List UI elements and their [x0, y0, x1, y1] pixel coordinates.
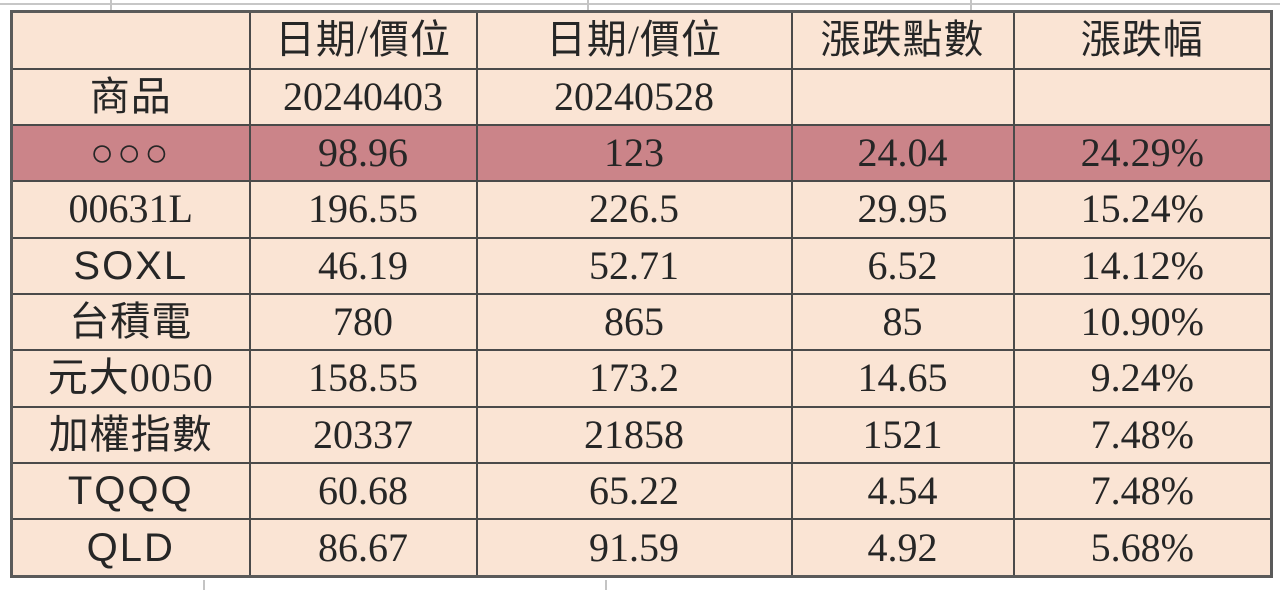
table-row: 加權指數 20337 21858 1521 7.48%: [10, 405, 1273, 465]
change-cell: 4.54: [790, 462, 1015, 521]
pct-cell: 15.24%: [1012, 180, 1273, 239]
change-cell: 24.04: [790, 123, 1015, 183]
empty-cell: [790, 67, 1015, 126]
price2-cell: 173.2: [475, 349, 793, 408]
header-row-2: 商品 20240403 20240528: [10, 67, 1273, 126]
table-row: TQQQ 60.68 65.22 4.54 7.48%: [10, 462, 1273, 521]
gridline-artifact-top: [0, 3, 1280, 5]
table-row: QLD 86.67 91.59 4.92 5.68%: [10, 518, 1273, 578]
pct-cell: 7.48%: [1012, 462, 1273, 521]
empty-cell: [1012, 67, 1273, 126]
price2-cell: 123: [475, 123, 793, 183]
price2-cell: 865: [475, 292, 793, 352]
product-cell: 元大0050: [10, 349, 251, 408]
gridline-stub: [110, 0, 112, 10]
price1-cell: 20337: [248, 405, 478, 465]
header-row-1: 日期/價位 日期/價位 漲跌點數 漲跌幅: [10, 10, 1273, 70]
corner-cell: [10, 10, 251, 70]
price1-cell: 98.96: [248, 123, 478, 183]
change-cell: 1521: [790, 405, 1015, 465]
price2-cell: 91.59: [475, 518, 793, 578]
pct-cell: 9.24%: [1012, 349, 1273, 408]
product-cell: QLD: [10, 518, 251, 578]
product-cell: TQQQ: [10, 462, 251, 521]
change-cell: 14.65: [790, 349, 1015, 408]
product-cell: 加權指數: [10, 405, 251, 465]
pct-cell: 5.68%: [1012, 518, 1273, 578]
price1-cell: 196.55: [248, 180, 478, 239]
price2-cell: 65.22: [475, 462, 793, 521]
change-cell: 6.52: [790, 236, 1015, 295]
product-cell: ○○○: [10, 123, 251, 183]
pct-cell: 24.29%: [1012, 123, 1273, 183]
change-cell: 29.95: [790, 180, 1015, 239]
gridline-stub: [203, 580, 205, 590]
change-cell: 4.92: [790, 518, 1015, 578]
pct-cell: 14.12%: [1012, 236, 1273, 295]
col-header-product: 商品: [10, 67, 251, 126]
product-cell: SOXL: [10, 236, 251, 295]
date-cell-1: 20240403: [248, 67, 478, 126]
table-row-highlighted: ○○○ 98.96 123 24.04 24.29%: [10, 123, 1273, 183]
price2-cell: 226.5: [475, 180, 793, 239]
change-cell: 85: [790, 292, 1015, 352]
pct-cell: 7.48%: [1012, 405, 1273, 465]
table-row: SOXL 46.19 52.71 6.52 14.12%: [10, 236, 1273, 295]
gridline-stub: [970, 0, 972, 10]
col-header-change-percent: 漲跌幅: [1012, 10, 1273, 70]
price1-cell: 86.67: [248, 518, 478, 578]
price2-cell: 21858: [475, 405, 793, 465]
col-header-date-price-1: 日期/價位: [248, 10, 478, 70]
price-comparison-table: 日期/價位 日期/價位 漲跌點數 漲跌幅 商品 20240403 2024052…: [10, 10, 1273, 578]
col-header-date-price-2: 日期/價位: [475, 10, 793, 70]
table-row: 台積電 780 865 85 10.90%: [10, 292, 1273, 352]
product-cell: 00631L: [10, 180, 251, 239]
price1-cell: 158.55: [248, 349, 478, 408]
price1-cell: 780: [248, 292, 478, 352]
price2-cell: 52.71: [475, 236, 793, 295]
price1-cell: 46.19: [248, 236, 478, 295]
col-header-change-points: 漲跌點數: [790, 10, 1015, 70]
gridline-stub: [605, 580, 607, 590]
price1-cell: 60.68: [248, 462, 478, 521]
table-row: 00631L 196.55 226.5 29.95 15.24%: [10, 180, 1273, 239]
gridline-stub: [587, 0, 589, 10]
table-row: 元大0050 158.55 173.2 14.65 9.24%: [10, 349, 1273, 408]
pct-cell: 10.90%: [1012, 292, 1273, 352]
date-cell-2: 20240528: [475, 67, 793, 126]
product-cell: 台積電: [10, 292, 251, 352]
